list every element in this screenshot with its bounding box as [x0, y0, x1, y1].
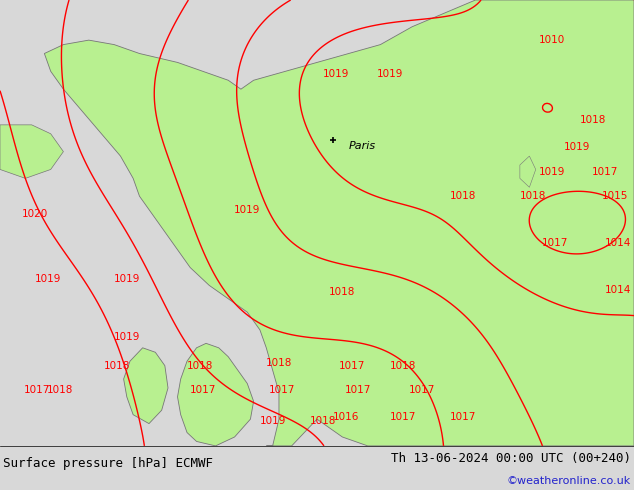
Text: 1016: 1016 [332, 412, 359, 422]
Polygon shape [520, 156, 536, 187]
Text: 1018: 1018 [104, 361, 131, 370]
Text: 1019: 1019 [113, 332, 140, 342]
Polygon shape [124, 348, 168, 423]
Text: 1017: 1017 [541, 238, 568, 248]
Text: Th 13-06-2024 00:00 UTC (00+240): Th 13-06-2024 00:00 UTC (00+240) [391, 452, 631, 465]
Text: 1018: 1018 [579, 115, 606, 125]
Text: 1018: 1018 [47, 385, 74, 395]
Text: Paris: Paris [349, 142, 376, 151]
Polygon shape [44, 0, 634, 446]
Polygon shape [178, 343, 254, 446]
Text: 1020: 1020 [22, 209, 48, 219]
Text: 1017: 1017 [592, 167, 619, 177]
Text: 1017: 1017 [345, 385, 372, 395]
Text: 1019: 1019 [34, 274, 61, 284]
Text: 1015: 1015 [602, 191, 628, 201]
Text: 1018: 1018 [329, 287, 356, 297]
Text: 1018: 1018 [389, 361, 416, 370]
Text: 1019: 1019 [323, 69, 349, 78]
Text: 1017: 1017 [450, 412, 476, 422]
Text: Surface pressure [hPa] ECMWF: Surface pressure [hPa] ECMWF [3, 457, 213, 469]
Text: 1017: 1017 [339, 361, 365, 370]
Text: 1019: 1019 [113, 274, 140, 284]
Text: 1018: 1018 [266, 358, 292, 368]
Polygon shape [0, 125, 63, 178]
Text: 1018: 1018 [519, 191, 546, 201]
Text: ©weatheronline.co.uk: ©weatheronline.co.uk [507, 476, 631, 486]
Text: 1014: 1014 [605, 285, 631, 295]
Text: 1019: 1019 [234, 204, 261, 215]
Text: 1017: 1017 [190, 385, 216, 395]
Text: 1017: 1017 [408, 385, 435, 395]
Text: 1017: 1017 [269, 385, 295, 395]
Text: 1010: 1010 [538, 35, 565, 45]
Text: 1019: 1019 [538, 167, 565, 177]
Text: 1018: 1018 [186, 361, 213, 370]
Text: 1019: 1019 [377, 69, 403, 78]
Text: 1019: 1019 [259, 416, 286, 426]
Text: 1017: 1017 [389, 412, 416, 422]
Text: 1017: 1017 [23, 385, 50, 395]
Text: 1014: 1014 [605, 238, 631, 248]
Text: 1019: 1019 [564, 142, 590, 152]
Text: 1018: 1018 [450, 191, 476, 201]
Text: 1018: 1018 [310, 416, 337, 426]
